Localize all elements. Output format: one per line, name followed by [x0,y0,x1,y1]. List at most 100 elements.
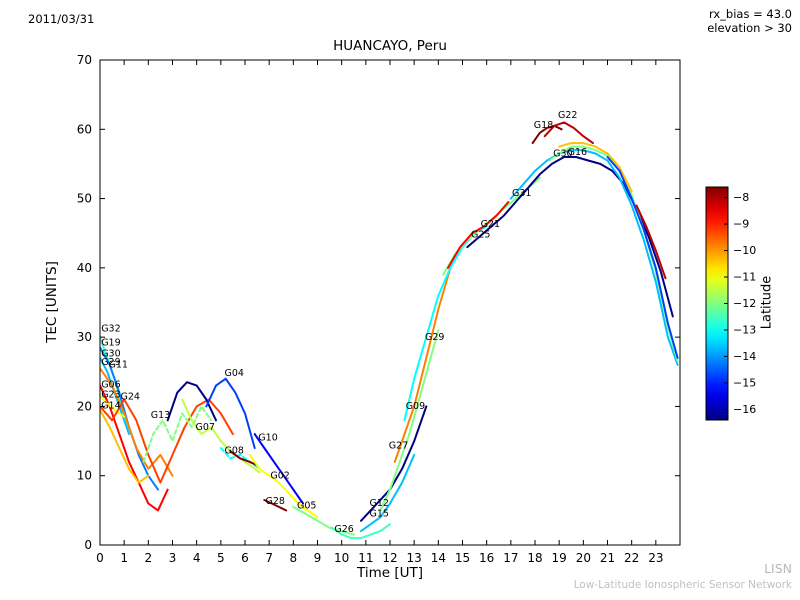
colorbar-tick-label: −10 [733,244,756,257]
y-tick-label: 60 [77,122,92,136]
x-tick-label: 18 [527,551,542,565]
x-tick-label: 9 [314,551,322,565]
sat-label-G16: G16 [568,147,587,158]
y-tick-label: 50 [77,192,92,206]
trace-G13 [142,405,213,463]
y-tick-label: 20 [77,399,92,413]
trace-G04 [205,377,256,449]
colorbar-gradient [706,187,728,420]
lisn-watermark: LISN [764,561,792,576]
trace-G27 [379,329,440,512]
trace-G18 [531,124,563,145]
trace-G30 [509,149,679,366]
x-tick-label: 13 [407,551,422,565]
trace-G28 [263,499,288,512]
sat-label-G08: G08 [225,446,244,457]
x-tick-label: 4 [193,551,201,565]
x-tick-label: 11 [358,551,373,565]
trace-G22 [543,121,594,145]
sat-label-G09: G09 [406,401,425,412]
sat-label-G10: G10 [258,432,277,443]
trace-G26 [331,523,391,540]
date-label: 2011/03/31 [28,12,95,26]
sat-label-G18: G18 [534,120,553,131]
x-tick-label: 1 [120,551,128,565]
x-tick-label: 14 [431,551,446,565]
colorbar-tick-label: −14 [733,350,756,363]
sat-label-G25: G25 [471,229,490,240]
sat-label-G30: G30 [101,349,120,360]
colorbar-tick-label: −9 [733,218,749,231]
trace-G29 [403,225,488,422]
sat-label-G04: G04 [225,368,244,379]
sat-label-G29: G29 [101,357,120,368]
y-tick-label: 70 [77,53,92,67]
x-tick-label: 2 [145,551,153,565]
trace-G07 [181,398,261,474]
x-tick-label: 3 [169,551,177,565]
sat-label-G32: G32 [101,324,120,335]
sat-label-G15: G15 [370,509,389,520]
x-tick-label: 12 [382,551,397,565]
trace-G09 [393,266,452,463]
sat-label-G14: G14 [101,401,120,412]
colorbar-tick-label: −11 [733,271,756,284]
sat-label-G29: G29 [425,332,444,343]
x-tick-label: 15 [455,551,470,565]
trace-G24 [100,398,234,484]
trace-G11 [100,367,174,477]
x-tick-label: 5 [217,551,225,565]
sat-label-G11: G11 [109,360,128,371]
sat-label-G24: G24 [121,392,140,403]
trace-G21 [447,201,510,269]
trace-G14 [100,408,150,484]
sat-label-G26: G26 [334,524,353,535]
trace-G15 [360,453,416,533]
x-tick-label: 22 [624,551,639,565]
sat-label-G12: G12 [370,498,389,509]
chart-title: HUANCAYO, Peru [333,38,447,54]
sat-label-G21: G21 [481,219,500,230]
colorbar-label: Latitude [759,275,775,330]
y-tick-label: 10 [77,469,92,483]
x-tick-label: 6 [241,551,249,565]
x-tick-label: 20 [576,551,591,565]
colorbar-tick-label: −15 [733,376,756,389]
trace-unlabeled [635,204,667,280]
x-axis-label: Time [UT] [357,565,423,581]
y-tick-label: 30 [77,330,92,344]
trace-G06 [100,384,169,512]
trace-G05 [292,505,355,536]
sat-label-G23: G23 [101,389,120,400]
trace-G23 [100,395,126,418]
sat-label-G06: G06 [101,380,120,391]
trace-G08 [219,447,261,470]
sat-label-G02: G02 [270,471,289,482]
series-group [100,121,679,540]
trace-G02 [248,453,319,519]
x-tick-label: 21 [600,551,615,565]
trace-unlabeled [606,156,679,359]
axes-box [99,59,681,546]
sat-label-G13: G13 [151,410,170,421]
x-tick-label: 19 [552,551,567,565]
sat-label-G07: G07 [196,422,215,433]
x-tick-label: 16 [479,551,494,565]
colorbar-tick-label: −16 [733,403,756,416]
trace-G10 [253,433,304,505]
colorbar-tick-label: −12 [733,297,756,310]
x-tick-label: 7 [265,551,273,565]
sat-label-G28: G28 [266,496,285,507]
sat-label-G05: G05 [297,500,316,511]
elevation-label: elevation > 30 [707,21,792,35]
x-tick-label: 8 [290,551,298,565]
y-tick-label: 0 [84,538,92,552]
sat-label-G19: G19 [101,338,120,349]
trace-unlabeled [229,450,259,467]
sat-label-G31: G31 [512,188,531,199]
x-tick-label: 10 [334,551,349,565]
sat-label-G22: G22 [558,110,577,121]
colorbar-tick-label: −13 [733,323,756,336]
